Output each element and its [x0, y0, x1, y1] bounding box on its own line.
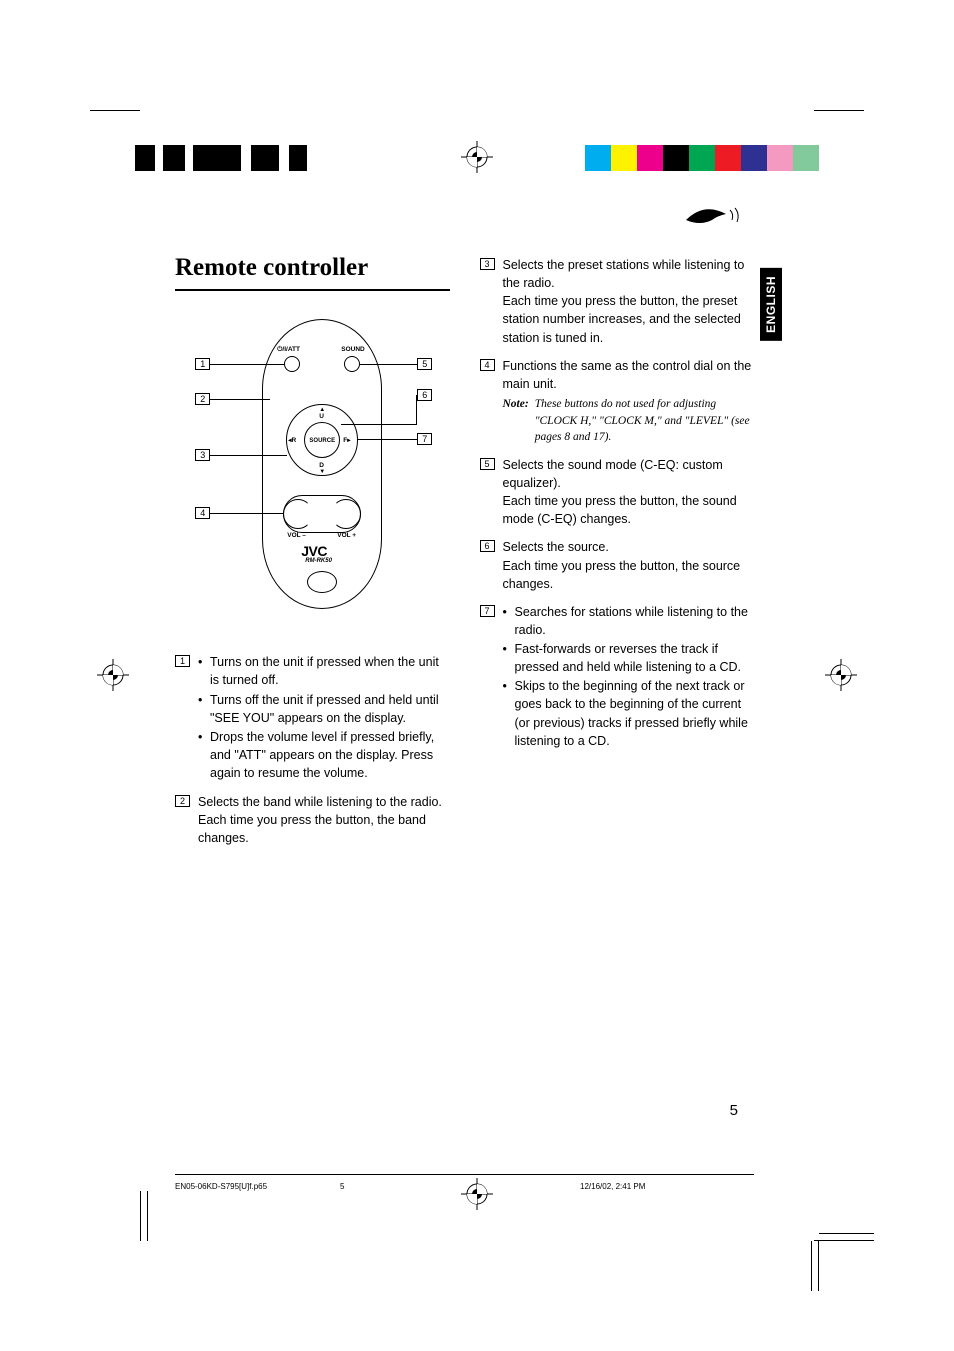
- item-text: Selects the band while listening to the …: [198, 793, 450, 847]
- crop-mark: [147, 1191, 148, 1241]
- registration-mark-icon: [461, 141, 493, 173]
- color-swatch: [637, 145, 663, 171]
- item-text: Functions the same as the control dial o…: [503, 357, 755, 393]
- bullet-text: Drops the volume level if pressed briefl…: [198, 728, 450, 782]
- bullet-text: Searches for stations while listening to…: [503, 603, 755, 639]
- item-text: Each time you press the button, the pres…: [503, 292, 755, 346]
- page-title: Remote controller: [175, 250, 450, 291]
- color-swatch: [741, 145, 767, 171]
- footer-timestamp: 12/16/02, 2:41 PM: [580, 1182, 645, 1191]
- color-swatch: [767, 145, 793, 171]
- item-text: Selects the preset stations while listen…: [503, 256, 755, 292]
- crop-mark: [814, 110, 864, 111]
- item-text: Selects the sound mode (C-EQ: custom equ…: [503, 456, 755, 492]
- list-item: 5 Selects the sound mode (C-EQ: custom eq…: [480, 456, 755, 529]
- item-text: Each time you press the button, the sour…: [503, 557, 755, 593]
- bullet-text: Skips to the beginning of the next track…: [503, 677, 755, 750]
- list-item: 2 Selects the band while listening to the…: [175, 793, 450, 847]
- bullet-text: Turns off the unit if pressed and held u…: [198, 691, 450, 727]
- language-tab: ENGLISH: [760, 268, 782, 341]
- list-item: 3 Selects the preset stations while liste…: [480, 256, 755, 347]
- note-label: Note:: [503, 396, 529, 446]
- crop-mark: [819, 1233, 874, 1234]
- item-text: Each time you press the button, the soun…: [503, 492, 755, 528]
- crop-mark: [818, 1241, 819, 1291]
- footer-filename: EN05-06KD-S795[U]f.p65: [175, 1182, 267, 1191]
- item-number: 2: [175, 795, 190, 807]
- crop-mark: [819, 1240, 874, 1241]
- crop-mark: [811, 1241, 812, 1291]
- registration-mark-icon: [97, 659, 129, 691]
- color-swatch: [689, 145, 715, 171]
- registration-mark-icon: [461, 1178, 493, 1210]
- color-bar-left: [135, 145, 307, 171]
- color-swatch: [611, 145, 637, 171]
- item-text: Selects the source.: [503, 538, 755, 556]
- registration-mark-icon: [825, 659, 857, 691]
- item-number: 6: [480, 540, 495, 552]
- item-number: 4: [480, 359, 495, 371]
- right-column: 3 Selects the preset stations while liste…: [480, 250, 755, 858]
- bullet-text: Turns on the unit if pressed when the un…: [198, 653, 450, 689]
- list-item: 4 Functions the same as the control dial …: [480, 357, 755, 446]
- model-label: RM-RK50: [305, 557, 332, 566]
- bullet-text: Fast-forwards or reverses the track if p…: [503, 640, 755, 676]
- list-item: 7 Searches for stations while listening t…: [480, 603, 755, 751]
- item-number: 1: [175, 655, 190, 667]
- page-number: 5: [730, 1102, 738, 1119]
- note-text: These buttons do not used for adjusting …: [535, 396, 754, 446]
- color-swatch: [585, 145, 611, 171]
- list-item: 6 Selects the source.Each time you press …: [480, 538, 755, 592]
- swoosh-icon: [684, 200, 744, 234]
- color-swatch: [793, 145, 819, 171]
- remote-diagram: ⏻/I/ATT SOUND SOURCE ▲ U D ▼ ◂R F▸ VOL –…: [187, 309, 437, 629]
- crop-mark: [90, 110, 140, 111]
- item-number: 3: [480, 258, 495, 270]
- footer-page: 5: [340, 1182, 344, 1191]
- footer-rule: [175, 1174, 754, 1175]
- left-column: Remote controller ⏻/I/ATT SOUND SOURCE ▲…: [175, 250, 450, 858]
- item-number: 5: [480, 458, 495, 470]
- crop-mark: [140, 1191, 141, 1241]
- list-item: 1 Turns on the unit if pressed when the u…: [175, 653, 450, 783]
- color-swatch: [715, 145, 741, 171]
- color-bar-right: [585, 145, 819, 171]
- color-swatch: [663, 145, 689, 171]
- item-number: 7: [480, 605, 495, 617]
